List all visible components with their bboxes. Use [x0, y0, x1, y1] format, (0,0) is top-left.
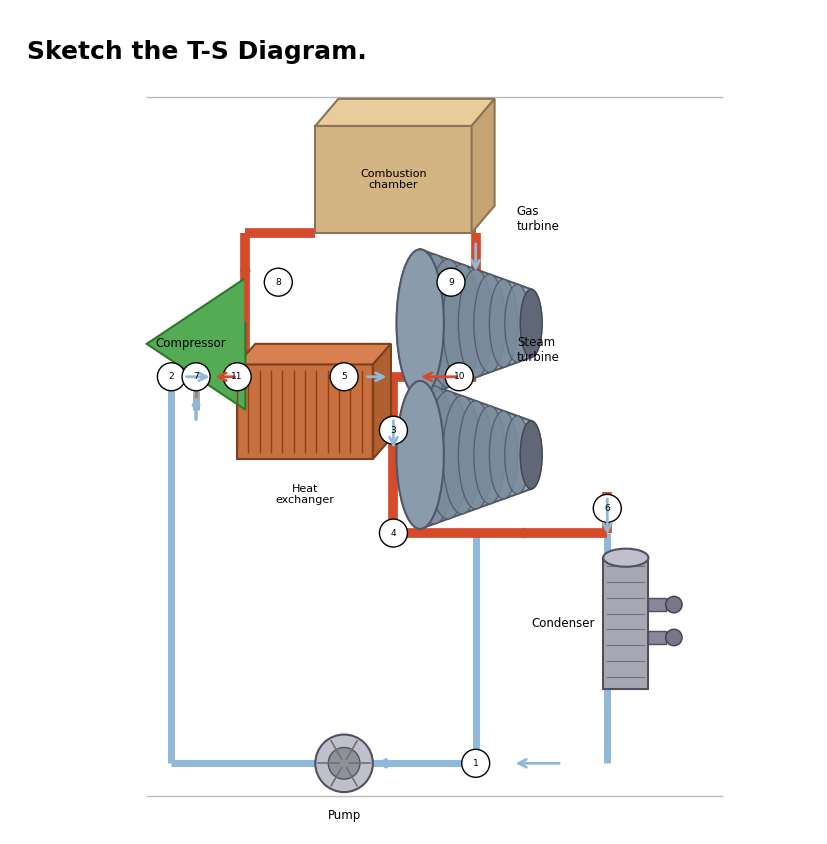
- Ellipse shape: [504, 284, 529, 362]
- Polygon shape: [237, 344, 390, 365]
- Polygon shape: [419, 381, 531, 529]
- Ellipse shape: [489, 279, 517, 367]
- Bar: [602, 558, 648, 690]
- Ellipse shape: [489, 411, 517, 499]
- Bar: [648, 598, 666, 611]
- Circle shape: [264, 268, 292, 296]
- Bar: [648, 631, 666, 644]
- Text: 11: 11: [231, 372, 242, 381]
- Circle shape: [182, 363, 210, 391]
- Circle shape: [593, 495, 620, 522]
- Text: Pump: Pump: [327, 809, 361, 821]
- Circle shape: [157, 363, 185, 391]
- Bar: [315, 126, 471, 233]
- Text: 8: 8: [275, 278, 281, 287]
- Circle shape: [665, 630, 681, 646]
- Ellipse shape: [396, 381, 443, 529]
- Circle shape: [379, 416, 407, 444]
- Text: Combustion
chamber: Combustion chamber: [360, 169, 426, 190]
- Polygon shape: [315, 99, 494, 126]
- Text: Condenser: Condenser: [531, 617, 595, 630]
- Ellipse shape: [412, 386, 456, 524]
- Ellipse shape: [519, 289, 542, 357]
- Text: 3: 3: [390, 425, 396, 435]
- Text: Sketch the T-S Diagram.: Sketch the T-S Diagram.: [27, 40, 366, 63]
- Text: Compressor: Compressor: [155, 338, 226, 350]
- Text: 7: 7: [193, 372, 198, 381]
- Text: Steam
turbine: Steam turbine: [516, 337, 559, 365]
- Text: 5: 5: [341, 372, 347, 381]
- Polygon shape: [372, 344, 390, 459]
- Text: 10: 10: [453, 372, 465, 381]
- Text: 2: 2: [169, 372, 174, 381]
- Ellipse shape: [519, 289, 542, 357]
- Ellipse shape: [396, 249, 443, 398]
- Ellipse shape: [427, 391, 468, 519]
- Bar: [237, 365, 372, 459]
- Ellipse shape: [473, 406, 504, 504]
- Ellipse shape: [442, 396, 480, 514]
- Text: Gas
turbine: Gas turbine: [516, 205, 559, 233]
- Text: 4: 4: [390, 528, 396, 538]
- Ellipse shape: [412, 254, 456, 392]
- Ellipse shape: [519, 421, 542, 489]
- Ellipse shape: [442, 264, 480, 382]
- Circle shape: [223, 363, 251, 391]
- Text: Heat
exchanger: Heat exchanger: [275, 484, 334, 506]
- Ellipse shape: [504, 416, 529, 494]
- Text: 9: 9: [447, 278, 453, 287]
- Circle shape: [437, 268, 465, 296]
- Ellipse shape: [396, 381, 443, 529]
- Ellipse shape: [458, 401, 492, 509]
- Ellipse shape: [458, 269, 492, 377]
- Circle shape: [327, 748, 360, 779]
- Ellipse shape: [427, 259, 468, 387]
- Polygon shape: [471, 99, 494, 233]
- Circle shape: [315, 734, 372, 793]
- Ellipse shape: [473, 274, 504, 372]
- Ellipse shape: [519, 421, 542, 489]
- Ellipse shape: [602, 549, 648, 567]
- Circle shape: [330, 363, 357, 391]
- Ellipse shape: [396, 249, 443, 398]
- Polygon shape: [419, 249, 531, 398]
- Text: 6: 6: [604, 504, 609, 513]
- Polygon shape: [146, 278, 245, 409]
- Text: 1: 1: [472, 759, 478, 768]
- Circle shape: [445, 363, 473, 391]
- Circle shape: [379, 519, 407, 547]
- Circle shape: [461, 749, 489, 777]
- Circle shape: [665, 597, 681, 613]
